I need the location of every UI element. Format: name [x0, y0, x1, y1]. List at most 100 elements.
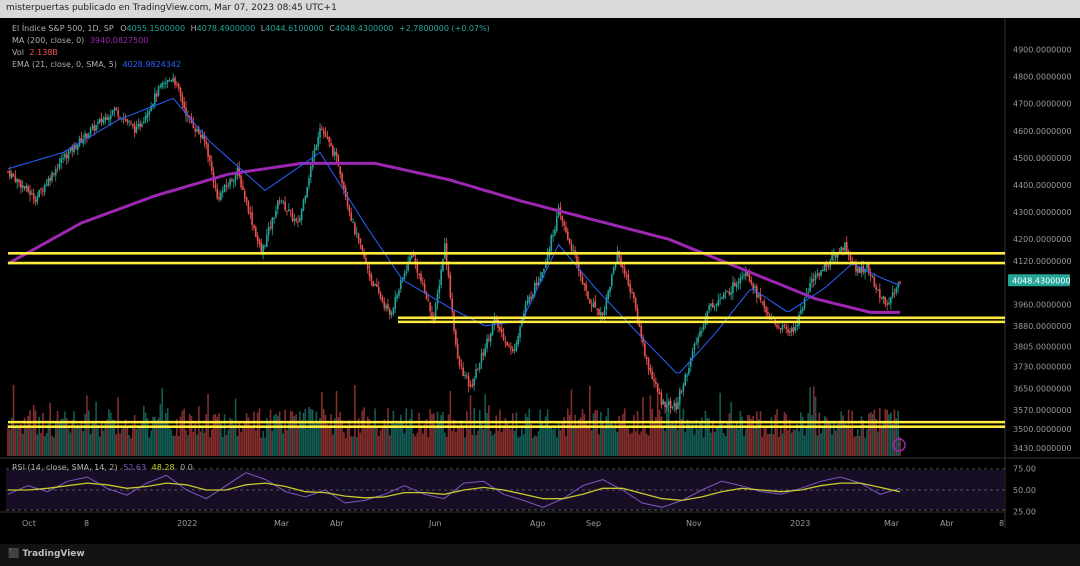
volume-bar [216, 416, 219, 456]
candle-body [280, 202, 283, 204]
candle-body [807, 292, 810, 294]
candle-body [533, 283, 536, 296]
volume-bar [154, 416, 156, 456]
candle-body [253, 225, 255, 229]
candle-body [447, 265, 450, 276]
candle-body [809, 282, 811, 293]
volume-bar [91, 421, 94, 456]
volume-bar [324, 414, 327, 456]
candle-body [623, 268, 626, 275]
svg-text:RSI (14, close, SMA, 14, 2): RSI (14, close, SMA, 14, 2) 52.63 48.28 … [12, 463, 193, 472]
candle-body [42, 190, 44, 192]
candle-body [104, 116, 107, 121]
candle-body [7, 171, 9, 173]
candle-body [508, 345, 510, 347]
volume-bar [796, 423, 799, 456]
candle-body [563, 222, 565, 226]
volume-bar [829, 421, 832, 456]
volume-bar [840, 411, 843, 456]
candle-body [10, 173, 13, 178]
candle-body [80, 137, 83, 143]
volume-bar [765, 427, 767, 456]
volume-bar [601, 422, 604, 456]
volume-bar [497, 430, 499, 456]
candle-body [543, 268, 545, 272]
rsi-tick-label: 75.00 [1013, 464, 1036, 473]
candle-body [699, 331, 701, 337]
candle-body [431, 312, 433, 319]
last-price-badge [1008, 274, 1070, 287]
volume-bar [776, 409, 778, 456]
candle-body [394, 297, 397, 309]
candle-body [686, 375, 688, 377]
candle-body [739, 277, 742, 283]
volume-bar [291, 411, 294, 456]
candle-body [449, 275, 452, 298]
volume-bar [339, 411, 342, 456]
volume-bar [787, 430, 789, 456]
volume-bar [93, 422, 96, 456]
candle-body [381, 297, 384, 302]
candle-body [891, 292, 894, 297]
candle-body [721, 297, 723, 299]
volume-bar [433, 413, 435, 456]
volume-bar [552, 429, 554, 456]
volume-bar [277, 415, 279, 456]
volume-bar [42, 412, 44, 456]
candle-body [723, 293, 725, 299]
volume-bar [76, 424, 79, 456]
support-resistance-zones[interactable] [8, 252, 1005, 429]
volume-bar [166, 408, 169, 456]
volume-bar [877, 431, 879, 456]
candle-body [119, 116, 121, 118]
price-tick-label: 3730.0000000 [1013, 363, 1072, 372]
volume-bar [280, 420, 283, 456]
lightning-icon[interactable] [892, 438, 906, 452]
volume-bar [550, 425, 553, 456]
candle-body [684, 374, 687, 386]
volume-bar [493, 433, 496, 456]
volume-bar [585, 422, 587, 456]
volume-bar [155, 420, 158, 456]
volume-bar [137, 426, 140, 456]
volume-bar [47, 423, 50, 456]
volume-bar [510, 428, 512, 456]
candle-body [216, 188, 219, 199]
candle-body [605, 297, 608, 310]
candle-body [51, 172, 53, 181]
volume-bar [73, 411, 75, 456]
candle-body [899, 282, 901, 284]
volume-bar [431, 414, 433, 456]
volume-bar [823, 415, 826, 456]
volume-bar [209, 437, 211, 456]
candle-body [304, 196, 307, 201]
price-tick-label: 4300.0000000 [1013, 208, 1072, 217]
volume-bar [834, 430, 837, 456]
volume-bar [126, 425, 129, 456]
volume-bar [67, 428, 70, 456]
volume-bar [341, 420, 343, 456]
volume-bar [445, 436, 448, 456]
volume-bar [229, 417, 231, 456]
time-tick-label: 2022 [177, 519, 197, 528]
volume-bar [414, 436, 417, 456]
candle-body [350, 212, 353, 222]
candle-body [757, 294, 760, 297]
candle-body [590, 304, 593, 306]
volume-bar [779, 428, 782, 456]
volume-bar [122, 427, 125, 456]
candle-body [528, 296, 531, 302]
tradingview-logo[interactable]: ⬛ TradingView [8, 549, 85, 559]
volume-bar [801, 417, 804, 456]
legend-vol-value: 2.138B [30, 48, 58, 57]
candle-body [60, 158, 63, 163]
volume-bar [25, 424, 28, 456]
candle-body [858, 267, 861, 273]
volume-bar [361, 410, 364, 456]
price-pane[interactable] [6, 20, 1005, 456]
chart-canvas[interactable]: 4900.0000000 4800.0000000 4700.0000000 4600… [0, 18, 1080, 544]
volume-bar [702, 437, 705, 456]
volume-bar [146, 418, 149, 456]
candle-body [844, 242, 846, 252]
volume-bar [831, 434, 833, 456]
